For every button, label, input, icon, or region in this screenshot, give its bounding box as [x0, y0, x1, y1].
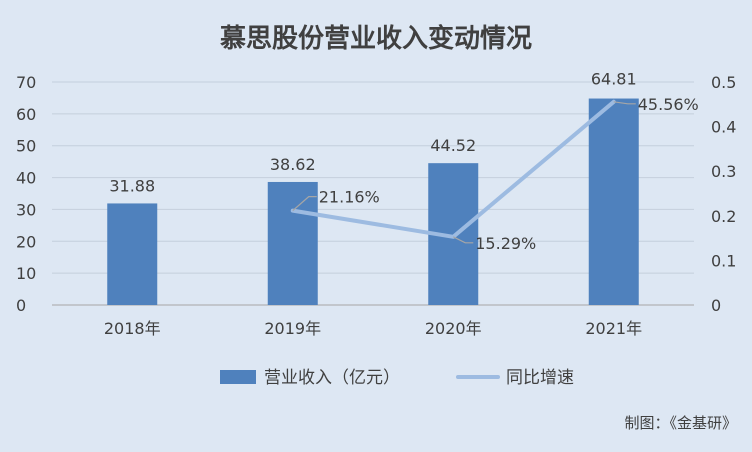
bar-data-label: 64.81: [591, 70, 637, 89]
line-label-leader: [613, 101, 636, 105]
line-label-leader: [452, 236, 474, 244]
bar-data-label: 31.88: [109, 176, 155, 195]
bar: [267, 181, 318, 305]
bar-data-label: 38.62: [270, 155, 316, 174]
line-label-leader: [292, 196, 317, 212]
right-axis-tick-label: 0.5: [711, 73, 736, 92]
legend-line-label: 同比增速: [506, 368, 574, 388]
legend-bar-swatch: [220, 370, 256, 384]
left-axis-tick-label: 60: [16, 105, 36, 124]
right-axis-tick-label: 0.4: [711, 118, 736, 137]
bar: [107, 203, 158, 305]
gridlines: [52, 81, 694, 306]
line-data-label: 15.29%: [475, 234, 536, 253]
bar: [588, 98, 639, 305]
category-label: 2021年: [585, 319, 642, 338]
chart-title: 慕思股份营业收入变动情况: [220, 23, 532, 54]
left-axis-tick-label: 40: [16, 169, 36, 188]
right-axis: 0 0.1 0.2 0.3 0.4 0.5: [711, 73, 736, 315]
left-axis-tick-label: 50: [16, 137, 36, 156]
bar-data-label: 44.52: [430, 136, 476, 155]
legend: 营业收入（亿元） 同比增速: [220, 368, 574, 388]
right-axis-tick-label: 0.1: [711, 251, 736, 270]
category-label: 2019年: [264, 319, 321, 338]
source-note: 制图：《金基研》: [624, 414, 737, 432]
category-label: 2018年: [104, 319, 161, 338]
category-label: 2020年: [425, 319, 482, 338]
left-axis: 0 10 20 30 40 50 60 70: [16, 73, 36, 315]
right-axis-tick-label: 0.3: [711, 162, 736, 181]
line-series: 21.16% 15.29% 45.56%: [290, 95, 699, 253]
left-axis-tick-label: 30: [16, 200, 36, 219]
right-axis-tick-label: 0.2: [711, 207, 736, 226]
bar-series: 31.88 38.62 44.52 64.81: [107, 70, 639, 305]
legend-bar-label: 营业收入（亿元）: [264, 368, 400, 388]
line-data-label: 45.56%: [638, 95, 699, 114]
left-axis-tick-label: 0: [16, 296, 26, 315]
category-axis: 2018年 2019年 2020年 2021年: [104, 319, 642, 338]
right-axis-tick-label: 0: [711, 296, 721, 315]
left-axis-tick-label: 70: [16, 73, 36, 92]
left-axis-tick-label: 10: [16, 264, 36, 283]
left-axis-tick-label: 20: [16, 232, 36, 251]
line-data-label: 21.16%: [319, 188, 380, 207]
